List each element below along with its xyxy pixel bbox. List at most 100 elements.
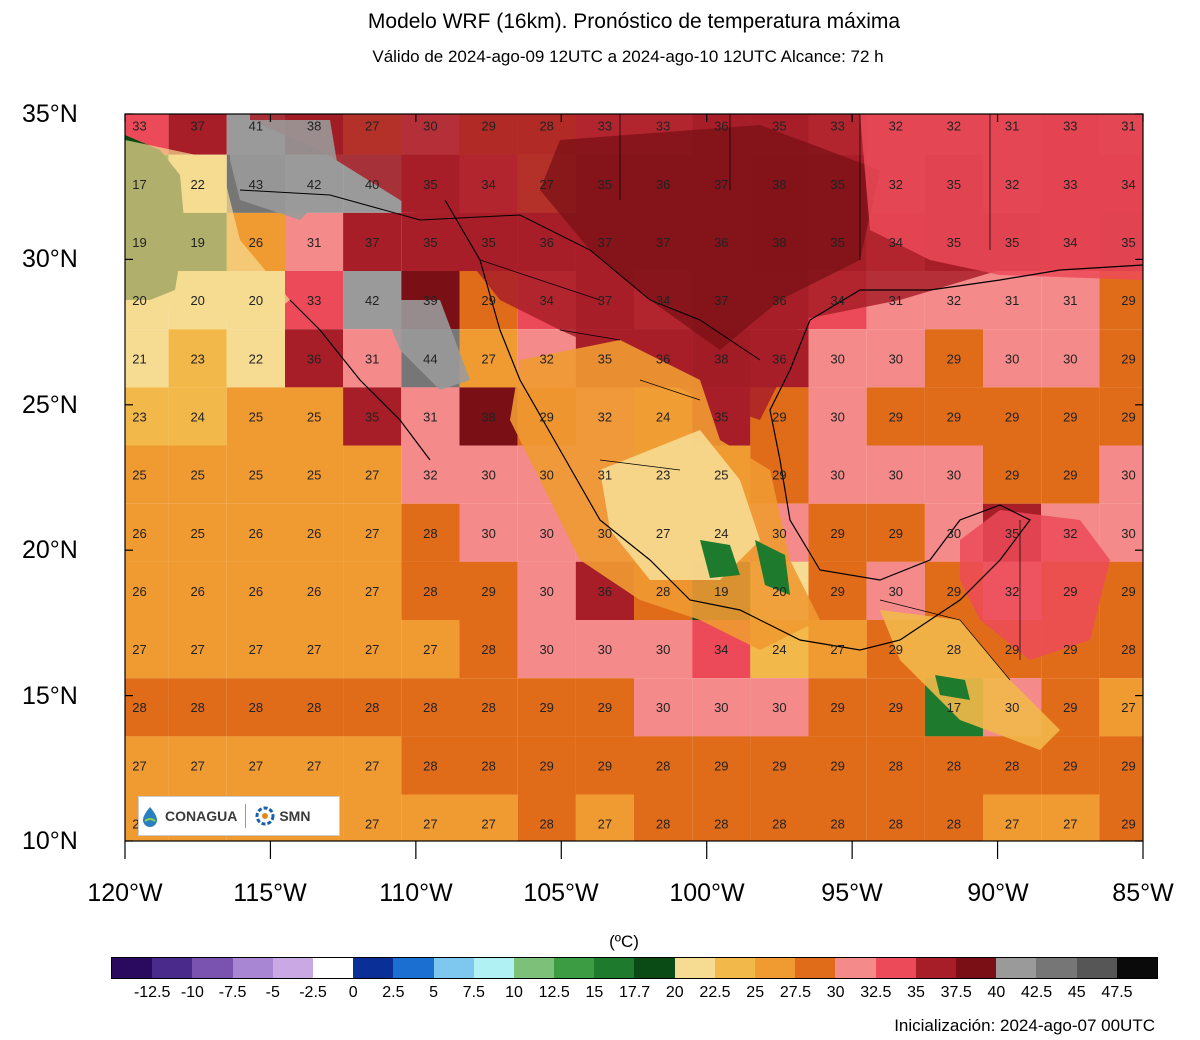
field-cell (125, 445, 169, 504)
colorbar-tick-label: 10 (505, 984, 523, 1001)
logo-divider (245, 804, 247, 828)
colorbar-swatch (513, 958, 555, 978)
temp-value-label: 37 (598, 293, 612, 308)
field-cell (692, 736, 751, 795)
temp-value-label: 28 (772, 817, 786, 832)
temp-value-label: 30 (1063, 351, 1077, 366)
field-cell (125, 503, 169, 562)
temp-value-label: 38 (714, 351, 728, 366)
field-cell (343, 561, 402, 620)
field-cell (459, 620, 518, 679)
temp-value-label: 35 (365, 409, 379, 424)
colorbar-swatch (955, 958, 997, 978)
field-cell (517, 678, 576, 737)
colorbar-swatch (353, 958, 394, 978)
temp-value-label: 28 (423, 700, 437, 715)
temp-value-label: 36 (656, 351, 670, 366)
temp-value-label: 32 (598, 409, 612, 424)
temp-value-label: 28 (190, 700, 204, 715)
temp-value-label: 28 (947, 642, 961, 657)
colorbar-tick-label: 0 (348, 984, 358, 1001)
lon-label-120w: 120°W (87, 879, 163, 907)
temp-value-label: 23 (190, 351, 204, 366)
temp-value-label: 32 (889, 119, 903, 134)
colorbar-tick-label: 22.5 (699, 984, 731, 1001)
land-green-3 (935, 675, 970, 700)
colorbar-swatch (1116, 958, 1157, 978)
temp-value-label: 27 (1005, 817, 1019, 832)
temp-value-label: 29 (1063, 642, 1077, 657)
field-cell (750, 678, 809, 737)
colorbar-swatch (192, 958, 233, 978)
colorbar-swatch (554, 958, 595, 978)
temp-value-label: 27 (365, 584, 379, 599)
field-cell (750, 794, 809, 841)
temp-value-label: 35 (947, 235, 961, 250)
temp-value-label: 30 (830, 468, 844, 483)
colorbar-tick-label: 15 (585, 984, 604, 1001)
temp-value-label: 34 (1063, 235, 1077, 250)
land-pacific-cool (125, 140, 290, 330)
temp-value-label: 30 (656, 700, 670, 715)
field-cell (168, 445, 227, 504)
temp-value-label: 30 (539, 526, 553, 541)
temp-value-label: 31 (1063, 293, 1077, 308)
field-cell (1041, 445, 1100, 504)
field-cell (226, 678, 285, 737)
field-cell (1041, 329, 1100, 388)
field-cell (226, 736, 285, 795)
temp-value-label: 29 (947, 584, 961, 599)
temp-value-label: 30 (1005, 700, 1019, 715)
initialization-time: Inicialización: 2024-ago-07 00UTC (894, 1016, 1155, 1035)
field-cell (285, 271, 344, 330)
temp-value-label: 35 (598, 351, 612, 366)
temp-value-label: 22 (249, 351, 263, 366)
temp-value-label: 25 (190, 468, 204, 483)
field-cell (808, 387, 867, 446)
temp-value-label: 20 (190, 293, 204, 308)
field-cell (401, 561, 460, 620)
field-cell (575, 794, 634, 841)
temp-value-label: 28 (132, 700, 146, 715)
field-cell (866, 329, 925, 388)
temp-value-label: 27 (365, 526, 379, 541)
temp-value-label: 37 (714, 293, 728, 308)
field-cell (285, 736, 344, 795)
field-cell (343, 329, 402, 388)
field-cell (401, 736, 460, 795)
temp-value-label: 27 (423, 642, 437, 657)
lat-label-25: 25°N (22, 391, 78, 419)
temp-value-label: 29 (1121, 758, 1135, 773)
temp-value-label: 28 (714, 817, 728, 832)
field-cell (1099, 329, 1143, 388)
temp-value-label: 27 (249, 642, 263, 657)
field-cell (459, 794, 518, 841)
temp-value-label: 28 (889, 758, 903, 773)
temp-value-label: 26 (132, 526, 146, 541)
colorbar-swatch (393, 958, 434, 978)
temp-value-label: 23 (132, 409, 146, 424)
land-gray-baja (380, 300, 470, 390)
temp-value-label: 30 (539, 642, 553, 657)
temp-value-label: 32 (1005, 177, 1019, 192)
temp-value-label: 34 (889, 235, 903, 250)
field-cell (750, 736, 809, 795)
temp-value-label: 28 (423, 526, 437, 541)
temp-value-label: 21 (132, 351, 146, 366)
field-cell (983, 794, 1042, 841)
field-cell (226, 561, 285, 620)
temp-value-label: 30 (772, 700, 786, 715)
lon-label-110w: 110°W (379, 879, 453, 907)
field-cell (866, 503, 925, 562)
temp-value-label: 30 (656, 642, 670, 657)
field-cell (125, 329, 169, 388)
field-cell (1099, 387, 1143, 446)
map-subtitle: Válido de 2024-ago-09 12UTC a 2024-ago-1… (372, 47, 884, 66)
temp-value-label: 31 (1005, 293, 1019, 308)
temp-value-label: 24 (190, 409, 204, 424)
temp-value-label: 25 (307, 409, 321, 424)
field-cell (1099, 620, 1143, 679)
temp-value-label: 29 (1063, 700, 1077, 715)
field-cell (517, 794, 576, 841)
temp-value-label: 30 (889, 468, 903, 483)
